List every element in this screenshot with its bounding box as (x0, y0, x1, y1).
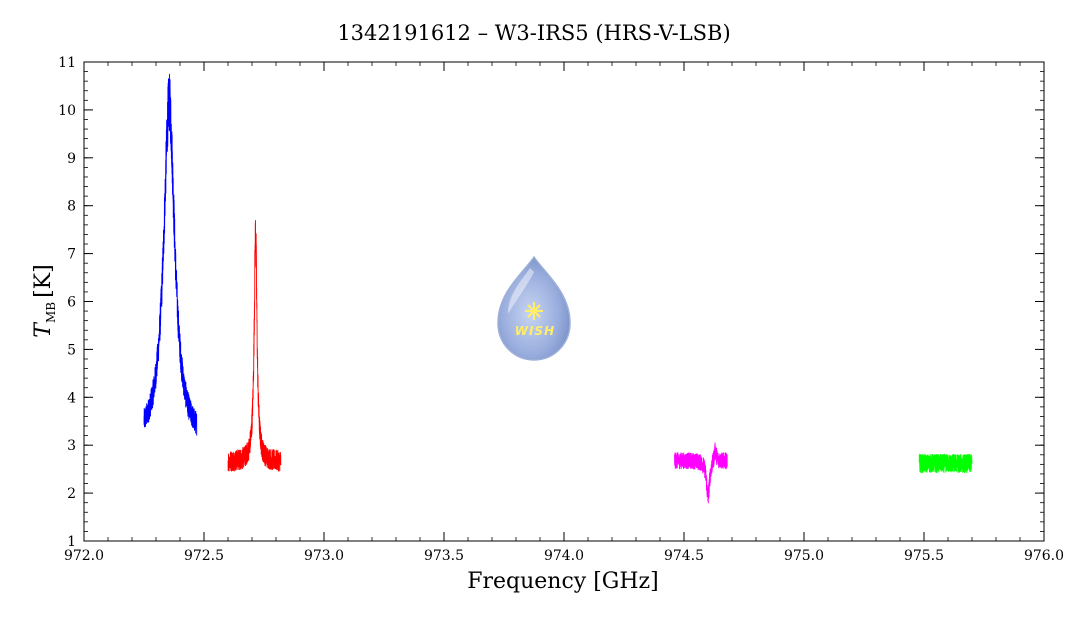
y-tick-label: 9 (67, 151, 76, 167)
y-tick-label: 2 (67, 486, 76, 502)
axes: 972.0 972.5 973.0 973.5 974.0 974.5 975.0 975.5… (58, 55, 1064, 564)
y-axis-subscript: MB (44, 302, 58, 323)
y-tick-label: 4 (67, 390, 76, 406)
x-tick-label: 973.5 (424, 548, 464, 564)
drop-highlight (508, 268, 534, 314)
y-tick-label: 1 (67, 534, 76, 550)
x-axis-title: Frequency [GHz] (467, 569, 659, 594)
x-tick-label: 974.0 (544, 548, 584, 564)
x-tick-label: 976.0 (1024, 548, 1064, 564)
y-tick-label: 3 (67, 438, 76, 454)
y-tick-label: 7 (67, 247, 76, 263)
x-tick-label: 972.0 (64, 548, 104, 564)
y-axis-title: TMB [K] (31, 264, 58, 337)
series-line-2 (227, 220, 282, 472)
series-line-1 (143, 73, 198, 436)
x-tick-label: 972.5 (184, 548, 224, 564)
y-tick-label: 11 (58, 55, 76, 71)
y-axis-symbol: T (31, 321, 56, 338)
x-tick-label: 973.0 (304, 548, 344, 564)
x-tick-label: 974.5 (664, 548, 704, 564)
y-tick-label: 5 (67, 342, 76, 358)
y-tick-label: 6 (67, 295, 76, 311)
y-tick-label: 10 (58, 103, 76, 119)
logo-text: WISH (515, 324, 555, 338)
series-line-4 (918, 453, 973, 473)
chart-title: 1342191612 – W3-IRS5 (HRS-V-LSB) (337, 21, 730, 45)
star-icon (525, 302, 543, 320)
series-layer (143, 73, 973, 504)
series-line-3 (673, 442, 728, 504)
y-tick-label: 8 (67, 199, 76, 215)
x-tick-label: 975.0 (784, 548, 824, 564)
wish-logo: WISH (497, 255, 571, 361)
y-axis-unit: [K] (31, 264, 56, 298)
x-tick-label: 975.5 (904, 548, 944, 564)
